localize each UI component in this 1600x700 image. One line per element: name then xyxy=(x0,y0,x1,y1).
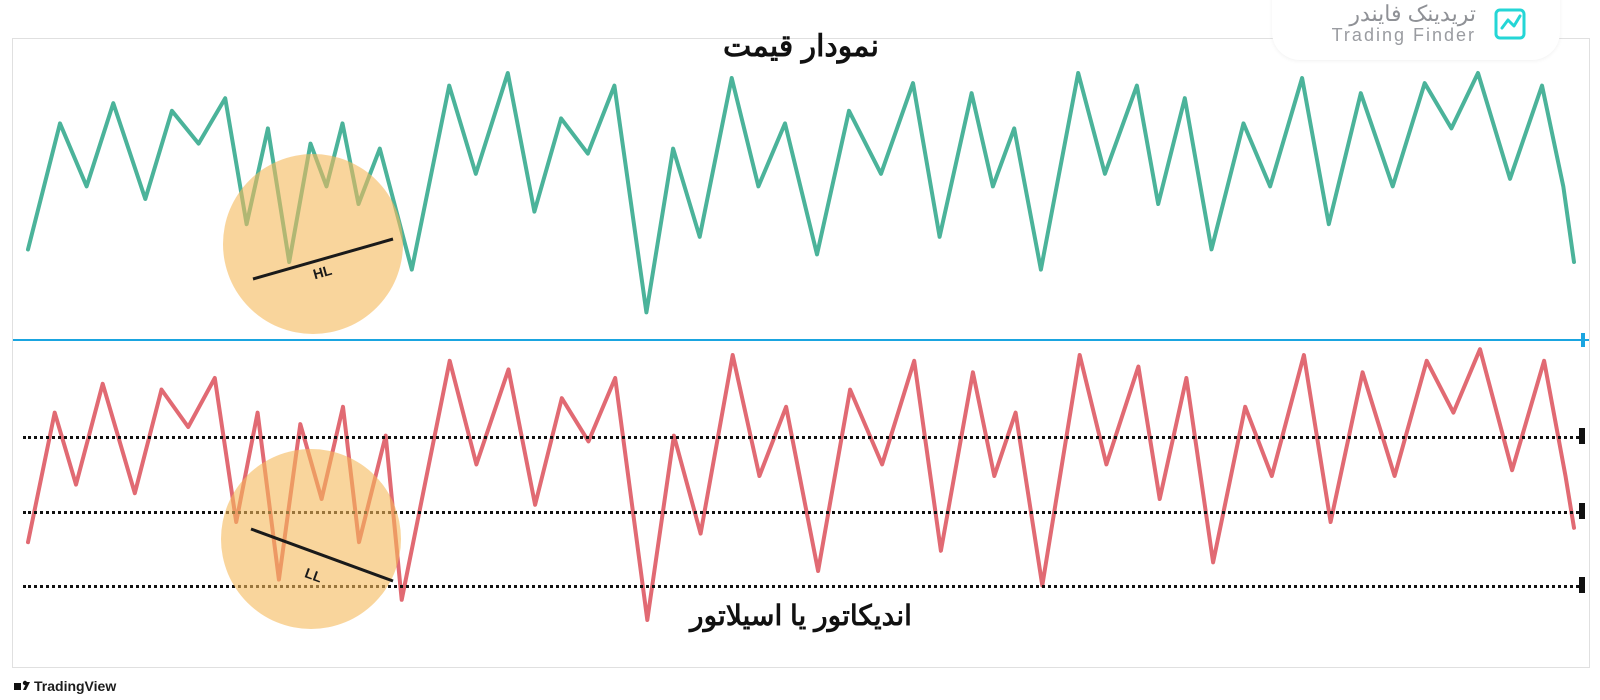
oscillator-ref-line-upper xyxy=(23,436,1579,439)
oscillator-chart-title: اندیکاتور یا اسیلاتور xyxy=(690,599,912,632)
oscillator-ref-tick-upper xyxy=(1579,428,1585,444)
root: تریدینک فایندر Trading Finder نمودار قیم… xyxy=(0,0,1600,700)
tradingview-text: TradingView xyxy=(34,678,116,694)
brand-name-fa: تریدینک فایندر xyxy=(1332,2,1476,26)
tradingview-attribution: TradingView xyxy=(14,678,116,694)
brand-name-en: Trading Finder xyxy=(1332,26,1476,46)
oscillator-ref-tick-lower xyxy=(1579,577,1585,593)
oscillator-highlight-circle xyxy=(221,449,401,629)
divider-end-tick xyxy=(1581,333,1585,347)
price-chart-title: نمودار قیمت xyxy=(723,29,879,64)
brand-logo: تریدینک فایندر Trading Finder xyxy=(1272,0,1560,60)
price-highlight-circle xyxy=(223,154,403,334)
brand-text: تریدینک فایندر Trading Finder xyxy=(1332,2,1476,46)
oscillator-ref-tick-middle xyxy=(1579,503,1585,519)
tradingview-icon xyxy=(14,680,30,692)
chart-area: نمودار قیمت HL LL اندیکاتور یا اسیلاتور xyxy=(12,38,1590,668)
brand-mark-icon xyxy=(1490,4,1530,44)
panel-divider xyxy=(13,339,1589,341)
